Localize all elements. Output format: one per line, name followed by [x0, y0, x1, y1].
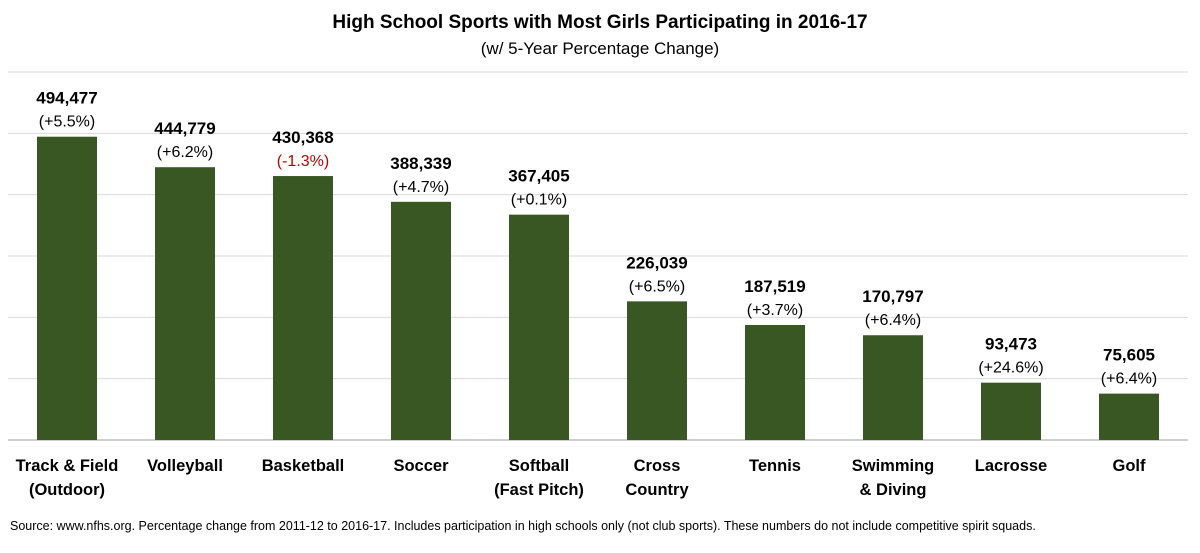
change-label: (+6.2%): [157, 144, 213, 161]
chart-subtitle: (w/ 5-Year Percentage Change): [480, 39, 720, 58]
category-label: Basketball: [262, 457, 345, 475]
category-label: Golf: [1113, 457, 1146, 475]
bar: [745, 324, 805, 440]
category-label: Tennis: [749, 457, 801, 475]
change-label: (+6.4%): [865, 312, 921, 329]
chart-title: High School Sports with Most Girls Parti…: [332, 12, 868, 33]
value-label: 367,405: [508, 167, 569, 186]
value-label: 75,605: [1103, 346, 1155, 365]
bar-chart: 494,477 (+5.5%) Track & Field (Outdoor) 444,…: [8, 71, 1188, 499]
change-label: (+6.4%): [1101, 371, 1157, 388]
change-label: (+0.1%): [511, 192, 567, 209]
bar: [509, 214, 569, 440]
category-label: Lacrosse: [975, 457, 1047, 475]
category-label: Volleyball: [147, 457, 223, 475]
change-label: (+24.6%): [978, 360, 1043, 377]
category-label: Soccer: [393, 457, 449, 475]
change-label: (+4.7%): [393, 179, 449, 196]
change-label: (+5.5%): [39, 114, 95, 131]
category-label: Country: [625, 481, 689, 499]
bar: [981, 382, 1041, 440]
value-label: 430,368: [272, 128, 333, 147]
bar: [1099, 393, 1159, 440]
value-label: 226,039: [626, 253, 687, 272]
category-label: Swimming: [852, 457, 935, 475]
change-label: (+3.7%): [747, 302, 803, 319]
bar: [273, 176, 333, 440]
value-label: 187,519: [744, 277, 805, 296]
source-note: Source: www.nfhs.org. Percentage change …: [10, 519, 1036, 533]
value-label: 444,779: [154, 119, 215, 138]
bar: [155, 167, 215, 440]
category-label: & Diving: [860, 481, 927, 499]
category-label: (Fast Pitch): [494, 481, 584, 499]
bar: [863, 335, 923, 440]
value-label: 93,473: [985, 335, 1037, 354]
change-label: (-1.3%): [277, 153, 329, 170]
bar: [627, 301, 687, 440]
change-label: (+6.5%): [629, 278, 685, 295]
category-label: Track & Field: [16, 457, 119, 475]
bar: [391, 201, 451, 440]
value-label: 494,477: [36, 89, 97, 108]
value-label: 388,339: [390, 154, 451, 173]
category-label: Cross: [634, 457, 681, 475]
value-label: 170,797: [862, 287, 923, 306]
bar: [37, 136, 97, 441]
category-label: (Outdoor): [29, 481, 105, 499]
category-label: Softball: [509, 457, 570, 475]
